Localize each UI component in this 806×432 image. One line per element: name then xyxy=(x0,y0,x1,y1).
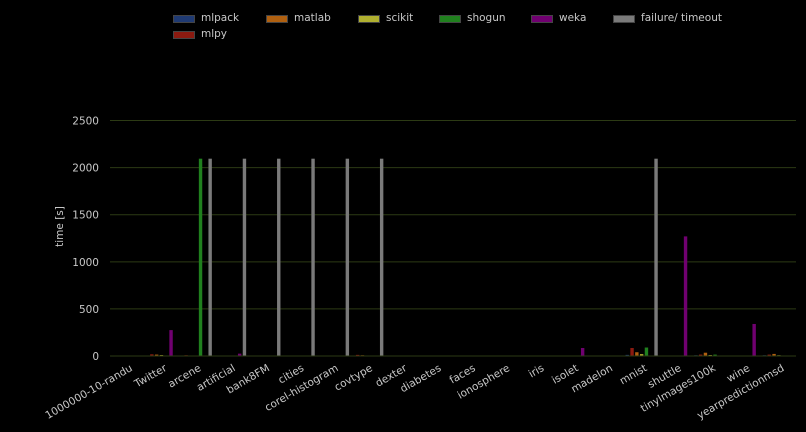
legend-swatch xyxy=(266,15,288,23)
y-tick-label: 1000 xyxy=(72,257,99,269)
legend: mlpack mlpy matlab scikit shogun weka failure/… xyxy=(0,0,806,50)
legend-label: mlpack xyxy=(201,12,240,24)
bar xyxy=(355,354,360,356)
x-tick-label: iris xyxy=(527,362,547,380)
bar xyxy=(198,158,203,356)
legend-swatch xyxy=(613,15,635,23)
bar xyxy=(277,158,281,356)
legend-label: weka xyxy=(559,12,587,24)
bar xyxy=(379,158,384,356)
legend-label: matlab xyxy=(294,12,331,24)
bar xyxy=(311,158,315,356)
bar xyxy=(208,158,212,356)
legend-label: failure/ timeout xyxy=(641,12,722,24)
legend-swatch xyxy=(439,15,461,23)
bar xyxy=(154,354,159,356)
bar xyxy=(767,354,771,356)
legend-label: mlpy xyxy=(201,28,228,40)
y-axis-label: time [s] xyxy=(54,206,66,247)
bar xyxy=(654,158,658,356)
bar xyxy=(580,347,585,356)
bar xyxy=(169,330,173,356)
legend-swatch xyxy=(173,31,195,39)
bar xyxy=(237,353,242,356)
x-tick-label: covtype xyxy=(332,362,374,393)
y-tick-label: 2000 xyxy=(72,163,99,175)
bar xyxy=(242,158,247,356)
bar xyxy=(639,354,644,356)
bar xyxy=(150,354,154,356)
bar xyxy=(630,347,634,356)
legend-swatch xyxy=(358,15,380,23)
legend-swatch xyxy=(173,15,195,23)
y-tick-label: 0 xyxy=(92,351,99,363)
bar xyxy=(713,354,717,356)
legend-label: scikit xyxy=(386,12,414,24)
x-tick-label: 1000000-10-randu xyxy=(43,362,134,422)
legend-swatch xyxy=(531,15,553,23)
bar xyxy=(698,354,703,356)
bar xyxy=(703,352,708,356)
bar xyxy=(635,352,639,356)
bar xyxy=(625,354,629,356)
bar xyxy=(772,353,776,356)
legend-label: shogun xyxy=(467,12,506,24)
bar xyxy=(345,158,350,356)
x-tick-label: mnist xyxy=(618,362,649,387)
bar xyxy=(644,347,649,356)
y-tick-label: 2500 xyxy=(72,116,99,128)
y-tick-label: 1500 xyxy=(72,210,99,222)
bar xyxy=(683,236,688,356)
x-tick-label: Twitter xyxy=(132,362,170,391)
y-tick-label: 500 xyxy=(79,304,99,316)
bar xyxy=(752,323,756,356)
